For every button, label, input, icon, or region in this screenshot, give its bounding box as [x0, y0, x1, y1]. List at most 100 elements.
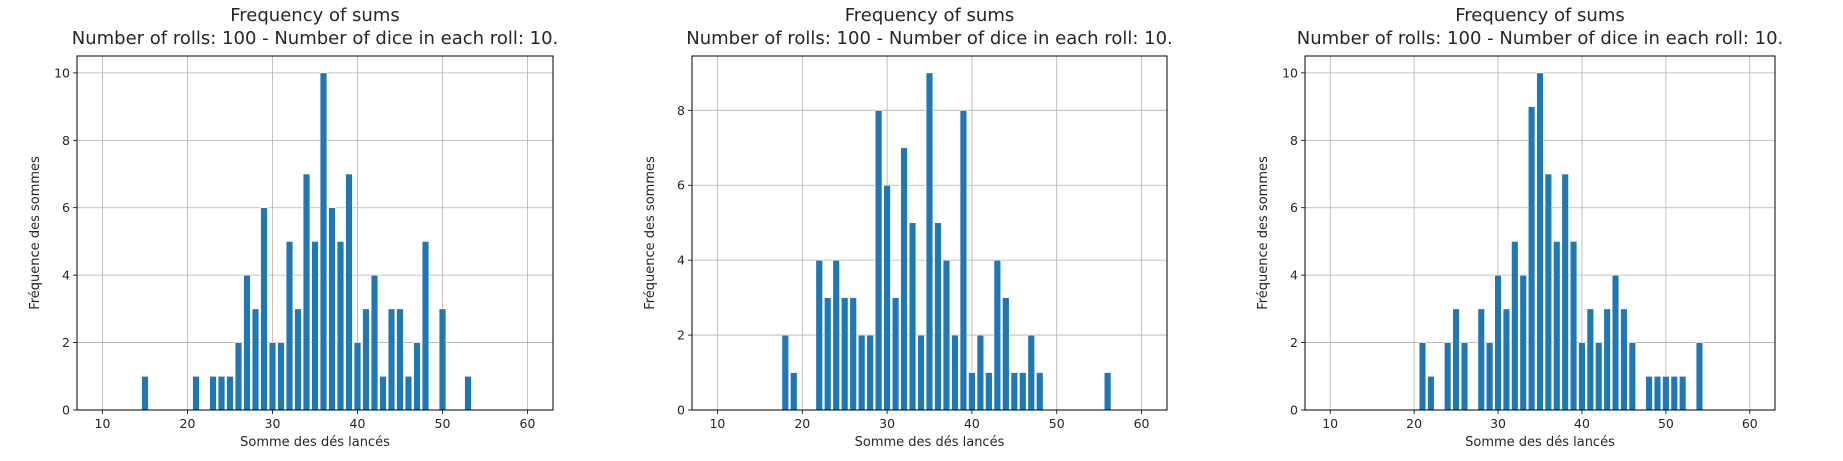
- bar: [285, 241, 294, 411]
- y-tick-label: 8: [677, 103, 685, 118]
- bar: [1645, 375, 1653, 411]
- bar: [1418, 342, 1427, 411]
- chart-title: Frequency of sums: [845, 5, 1014, 26]
- chart-title: Frequency of sums: [230, 5, 399, 26]
- bar: [294, 308, 302, 411]
- bar: [883, 184, 891, 411]
- bar: [404, 375, 413, 411]
- x-tick-label: 50: [1658, 416, 1674, 431]
- bar: [217, 375, 226, 411]
- bar: [1036, 372, 1044, 411]
- x-axis-label: Somme des dés lancés: [855, 435, 1005, 450]
- y-tick-label: 6: [677, 178, 685, 193]
- bar: [413, 342, 421, 411]
- bar: [959, 110, 968, 411]
- y-tick-label: 0: [677, 403, 685, 418]
- bar: [387, 308, 396, 411]
- bar: [319, 72, 328, 411]
- y-tick-label: 6: [1290, 200, 1298, 215]
- bar: [370, 274, 379, 411]
- bar: [362, 308, 370, 411]
- bar: [781, 334, 789, 411]
- x-tick-label: 30: [265, 416, 281, 431]
- x-tick-label: 10: [1322, 416, 1338, 431]
- bar: [1027, 334, 1035, 411]
- axes-frame: [1304, 55, 1776, 411]
- bar: [226, 375, 234, 411]
- bar: [1611, 274, 1620, 411]
- bar: [1628, 342, 1636, 411]
- x-tick-label: 20: [1406, 416, 1422, 431]
- x-axis-label: Somme des dés lancés: [240, 435, 390, 450]
- bar: [874, 110, 883, 411]
- bar: [866, 334, 874, 411]
- y-tick-label: 2: [62, 335, 70, 350]
- y-tick-label: 4: [1290, 268, 1298, 283]
- bar: [925, 72, 934, 411]
- x-tick-label: 50: [435, 416, 451, 431]
- y-tick-label: 4: [62, 268, 70, 283]
- bar: [1536, 72, 1544, 411]
- y-axis-label: Fréquence des sommes: [643, 156, 658, 310]
- bar: [1544, 173, 1553, 411]
- bar: [1103, 372, 1112, 411]
- bar: [1662, 375, 1670, 411]
- y-axis-label: Fréquence des sommes: [28, 156, 43, 310]
- bar: [277, 342, 285, 411]
- bar: [234, 342, 243, 411]
- bar: [328, 207, 336, 411]
- y-tick-label: 10: [1282, 65, 1298, 80]
- bar: [1578, 342, 1586, 411]
- bar: [1553, 241, 1561, 411]
- x-tick-label: 30: [1490, 416, 1506, 431]
- bar: [1519, 274, 1527, 411]
- y-axis-label: Fréquence des sommes: [1256, 156, 1271, 310]
- y-tick-label: 4: [677, 253, 685, 268]
- bar: [917, 334, 925, 411]
- bar: [209, 375, 217, 411]
- bar: [1502, 308, 1511, 411]
- bar: [1527, 106, 1536, 411]
- bar: [251, 308, 260, 411]
- bar: [1679, 375, 1687, 411]
- chart-subtitle: Number of rolls: 100 - Number of dice in…: [72, 28, 559, 49]
- bar: [908, 222, 917, 411]
- bar: [900, 147, 908, 411]
- x-tick-label: 10: [95, 416, 111, 431]
- x-tick-label: 10: [709, 416, 725, 431]
- bar: [1653, 375, 1662, 411]
- x-axis-label: Somme des dés lancés: [1465, 435, 1615, 450]
- chart-title: Frequency of sums: [1455, 5, 1624, 26]
- y-tick-label: 8: [1290, 133, 1298, 148]
- bar: [1695, 342, 1704, 411]
- bar: [891, 297, 900, 411]
- bar: [1603, 308, 1611, 411]
- y-tick-label: 0: [62, 403, 70, 418]
- bar: [942, 259, 951, 411]
- bar: [1670, 375, 1678, 411]
- x-tick-label: 30: [879, 416, 895, 431]
- bar: [1427, 375, 1435, 411]
- bar: [379, 375, 387, 411]
- bar: [815, 259, 823, 411]
- x-tick-label: 20: [794, 416, 810, 431]
- bar: [345, 173, 353, 411]
- bar: [790, 372, 798, 411]
- bar: [268, 342, 277, 411]
- x-tick-label: 60: [1134, 416, 1150, 431]
- bar: [934, 222, 942, 411]
- y-tick-label: 0: [1290, 403, 1298, 418]
- y-tick-label: 10: [54, 65, 70, 80]
- bar: [421, 241, 430, 411]
- bar: [1595, 342, 1603, 411]
- bar: [840, 297, 849, 411]
- x-tick-label: 60: [1742, 416, 1758, 431]
- bar: [353, 342, 362, 411]
- y-tick-label: 2: [677, 328, 685, 343]
- bar: [1460, 342, 1469, 411]
- bar: [985, 372, 993, 411]
